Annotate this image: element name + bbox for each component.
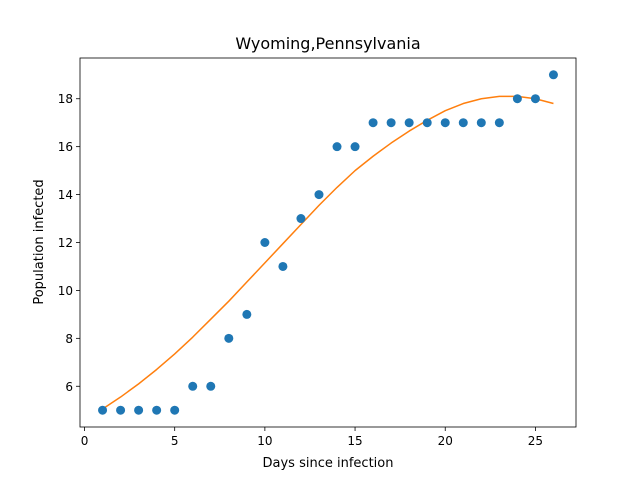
- data-point-26: [548, 70, 558, 80]
- x-tick-label: 15: [347, 434, 362, 448]
- data-point-10: [260, 238, 270, 247]
- data-point-9: [242, 309, 252, 319]
- x-tick-label: 5: [171, 434, 179, 448]
- y-axis-label: Population infected: [32, 179, 47, 304]
- data-point-23: [494, 118, 504, 128]
- data-point-11: [278, 261, 288, 271]
- data-point-12: [296, 214, 306, 224]
- data-point-22: [476, 118, 486, 128]
- y-tick-label: 6: [65, 380, 73, 394]
- y-tick-label: 8: [65, 332, 73, 346]
- y-tick-label: 16: [58, 140, 73, 154]
- data-point-24: [512, 94, 522, 104]
- y-tick-label: 10: [58, 284, 73, 298]
- data-point-7: [206, 381, 216, 391]
- data-point-6: [188, 381, 198, 391]
- data-point-19: [422, 118, 432, 128]
- y-tick-label: 14: [58, 188, 73, 202]
- data-point-20: [440, 118, 450, 128]
- data-point-2: [116, 405, 126, 415]
- data-point-15: [350, 142, 360, 152]
- y-tick-label: 12: [58, 236, 73, 250]
- data-point-17: [386, 118, 396, 128]
- x-tick-label: 20: [438, 434, 453, 448]
- data-point-8: [224, 333, 234, 343]
- data-point-21: [458, 118, 468, 128]
- x-tick-label: 25: [528, 434, 543, 448]
- chart-title: Wyoming,Pennsylvania: [235, 34, 420, 53]
- x-tick-label: 0: [81, 434, 89, 448]
- data-point-14: [332, 142, 342, 152]
- data-point-1: [98, 405, 108, 415]
- data-point-18: [404, 118, 414, 128]
- x-tick-label: 10: [257, 434, 272, 448]
- fit-curve-line: [102, 95, 554, 410]
- plot-area: 0 5 10 15 20 25 6 8 10 12 14 16 18: [58, 57, 577, 448]
- data-point-3: [134, 405, 144, 415]
- data-point-4: [152, 405, 162, 415]
- data-point-5: [170, 405, 180, 415]
- y-tick-label: 18: [58, 92, 73, 106]
- data-point-25: [530, 94, 540, 104]
- data-point-13: [314, 190, 324, 200]
- data-point-16: [368, 118, 378, 128]
- x-axis-label: Days since infection: [263, 456, 394, 471]
